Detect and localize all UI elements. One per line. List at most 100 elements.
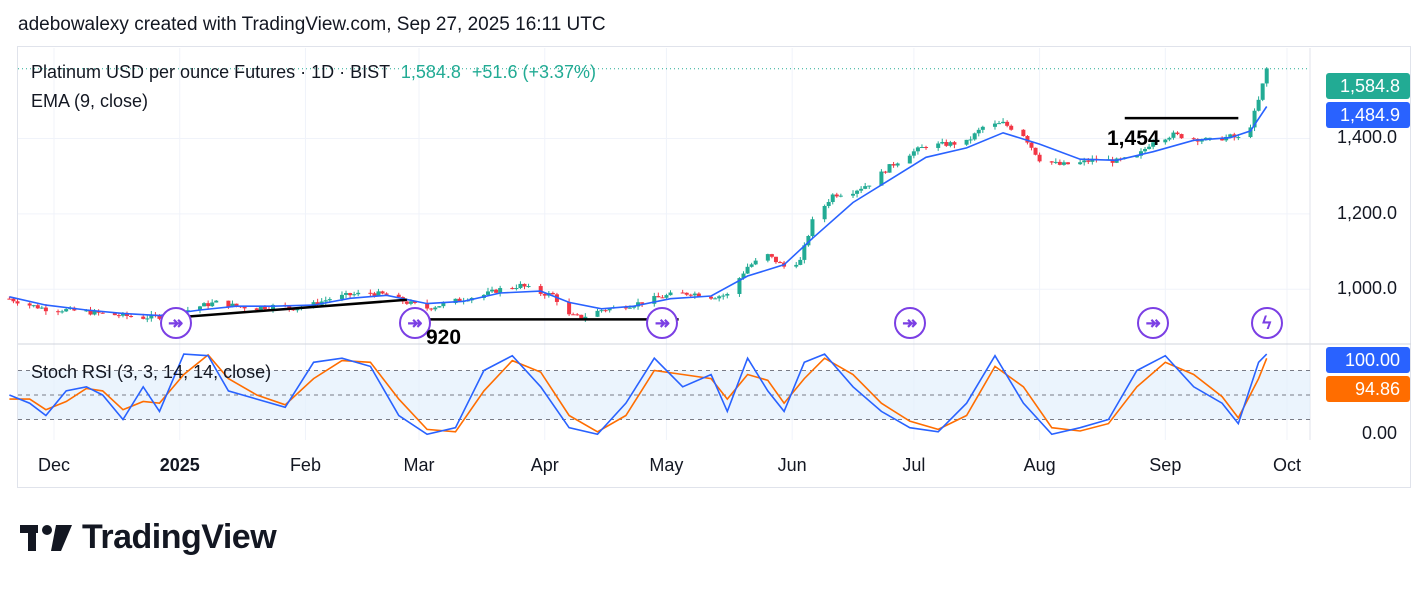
candle-body bbox=[327, 299, 332, 301]
tradingview-logo-icon bbox=[20, 524, 72, 551]
candle-body bbox=[1167, 137, 1172, 140]
candle-body bbox=[713, 298, 718, 300]
candle-body bbox=[498, 288, 503, 293]
ema-legend[interactable]: EMA (9, close) bbox=[31, 91, 149, 111]
symbol-title: Platinum USD per ounce Futures · 1D · BI… bbox=[31, 62, 390, 82]
candle-body bbox=[368, 292, 373, 294]
candle-body bbox=[753, 260, 758, 265]
price-change: +51.6 (+3.37%) bbox=[471, 62, 596, 82]
candle-body bbox=[262, 306, 267, 310]
candle-body bbox=[696, 293, 701, 297]
candle-body bbox=[514, 288, 519, 290]
stoch-k-line bbox=[9, 353, 1268, 436]
candle-body bbox=[684, 292, 689, 295]
candle-body bbox=[579, 314, 584, 319]
candle-body bbox=[583, 316, 588, 319]
tradingview-logo[interactable]: TradingView bbox=[20, 518, 277, 557]
candle-body bbox=[1086, 160, 1091, 162]
indicator-lines bbox=[9, 106, 1268, 436]
candle-body bbox=[652, 296, 657, 304]
candle-body bbox=[1037, 154, 1042, 162]
stoch-legend[interactable]: Stoch RSI (3, 3, 14, 14, close) bbox=[31, 362, 272, 382]
candle-body bbox=[510, 288, 515, 290]
candle-body bbox=[1236, 137, 1241, 139]
candle-body bbox=[352, 294, 357, 296]
candle-body bbox=[485, 291, 490, 295]
time-tick-label: Dec bbox=[37, 455, 71, 475]
candle-body bbox=[100, 312, 105, 314]
candle-body bbox=[35, 305, 40, 309]
candle-body bbox=[907, 155, 912, 164]
candle-body bbox=[911, 151, 916, 156]
candle-body bbox=[944, 142, 949, 146]
candle-body bbox=[867, 185, 872, 187]
time-tick-label: Oct bbox=[1272, 455, 1302, 475]
candle-body bbox=[120, 313, 125, 316]
split-arrow-icon[interactable]: ↠ bbox=[893, 307, 926, 339]
time-tick-label: Aug bbox=[1023, 455, 1056, 475]
candles bbox=[7, 67, 1269, 323]
time-tick-label: Sep bbox=[1149, 455, 1182, 475]
time-tick-label: May bbox=[649, 455, 684, 475]
candle-body bbox=[202, 303, 207, 307]
candle-body bbox=[1065, 162, 1070, 165]
candle-body bbox=[538, 286, 543, 294]
candle-body bbox=[433, 307, 438, 310]
chart-frame bbox=[17, 46, 1411, 488]
candle-body bbox=[1061, 162, 1066, 165]
candle-body bbox=[31, 305, 36, 307]
candle-body bbox=[125, 313, 130, 317]
split-arrow-icon[interactable]: ↠ bbox=[159, 307, 192, 339]
stoch-band-fill bbox=[18, 370, 1310, 420]
candle-body bbox=[997, 123, 1002, 125]
candle-body bbox=[830, 194, 835, 203]
split-arrow-icon[interactable]: ↠ bbox=[646, 307, 679, 339]
candle-body bbox=[1143, 148, 1148, 152]
candle-body bbox=[883, 171, 888, 173]
candle-body bbox=[376, 291, 381, 296]
candle-body bbox=[769, 254, 774, 257]
candle-body bbox=[822, 206, 827, 220]
candle-body bbox=[745, 266, 750, 274]
candle-body bbox=[380, 291, 385, 294]
candle-body bbox=[1252, 110, 1257, 128]
candle-body bbox=[1264, 68, 1269, 84]
candle-body bbox=[1163, 139, 1168, 143]
lightning-icon[interactable]: ϟ bbox=[1250, 307, 1283, 339]
candle-body bbox=[664, 295, 669, 298]
candle-body bbox=[550, 292, 555, 295]
time-tick-label: Mar bbox=[403, 455, 435, 475]
candle-body bbox=[437, 306, 442, 308]
candle-body bbox=[895, 163, 900, 166]
candle-body bbox=[972, 133, 977, 140]
candle-body bbox=[1134, 155, 1139, 158]
chart-credit: adebowalexy created with TradingView.com… bbox=[18, 14, 606, 35]
candle-body bbox=[1029, 142, 1034, 148]
candle-body bbox=[457, 298, 462, 302]
candle-body bbox=[1220, 137, 1225, 141]
candle-body bbox=[494, 289, 499, 293]
candle-body bbox=[453, 298, 458, 304]
candle-body bbox=[924, 147, 929, 149]
candle-body bbox=[214, 300, 219, 303]
candle-body bbox=[688, 294, 693, 296]
candle-body bbox=[571, 314, 576, 316]
candle-body bbox=[429, 308, 434, 310]
split-arrow-icon[interactable]: ↠ bbox=[398, 307, 431, 339]
candle-body bbox=[891, 164, 896, 166]
candle-body bbox=[737, 278, 742, 294]
candle-body bbox=[1179, 134, 1184, 139]
candle-body bbox=[1110, 159, 1115, 163]
candle-body bbox=[749, 264, 754, 267]
candle-body bbox=[141, 316, 146, 319]
candle-body bbox=[838, 195, 843, 197]
split-arrow-icon[interactable]: ↠ bbox=[1137, 307, 1170, 339]
candle-body bbox=[254, 308, 259, 310]
main-legend[interactable]: Platinum USD per ounce Futures · 1D · BI… bbox=[31, 62, 596, 83]
candle-body bbox=[518, 283, 523, 289]
candle-body bbox=[919, 147, 924, 149]
candle-body bbox=[1151, 142, 1156, 147]
time-tick-label: Jun bbox=[777, 455, 807, 475]
price-tick-label: 1,000.0 bbox=[1336, 278, 1397, 299]
